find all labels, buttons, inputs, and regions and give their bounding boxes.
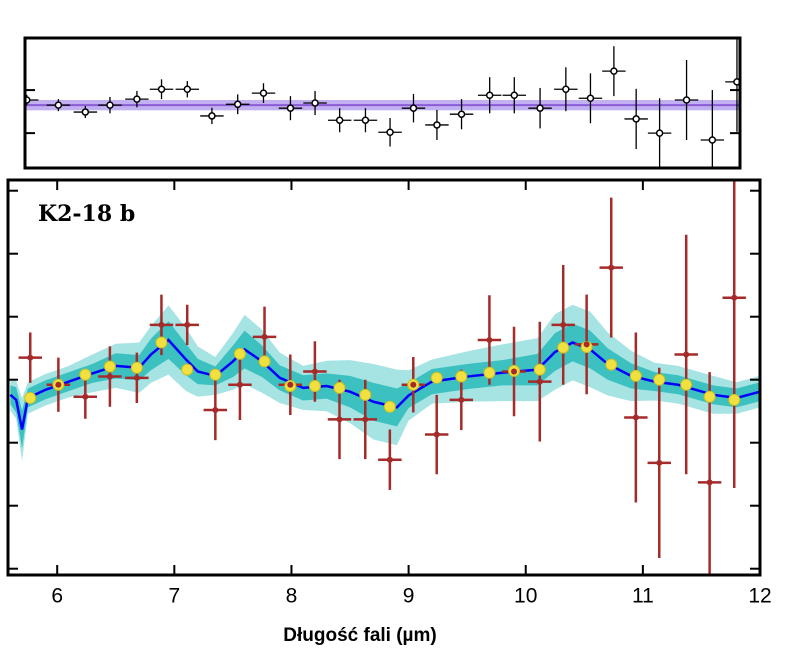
data-point <box>682 96 691 104</box>
binned-model-point <box>728 393 741 406</box>
data-point <box>562 85 570 93</box>
data-point <box>133 374 140 381</box>
data-point <box>287 381 294 388</box>
data-point <box>683 351 690 358</box>
data-point <box>510 91 519 100</box>
x-axis-label: Długość fali (µm) <box>283 625 436 646</box>
binned-model-point <box>533 363 546 376</box>
data-point <box>157 85 166 93</box>
data-point <box>536 378 543 385</box>
data-point <box>586 94 595 103</box>
data-point <box>656 459 663 466</box>
data-point <box>610 67 618 75</box>
data-point <box>106 373 113 380</box>
data-point <box>183 85 192 93</box>
data-point <box>311 99 319 107</box>
data-point <box>362 416 369 423</box>
binned-model-point <box>209 368 222 381</box>
x-tick-label: 6 <box>51 585 63 608</box>
data-point <box>286 104 295 112</box>
residual-panel <box>25 38 740 168</box>
data-point <box>336 416 343 423</box>
data-point <box>106 101 114 109</box>
data-point <box>731 294 738 301</box>
data-point <box>82 393 89 400</box>
data-point <box>409 104 418 112</box>
binned-model-point <box>233 347 246 360</box>
binned-model-point <box>455 370 468 383</box>
data-point <box>133 95 141 103</box>
data-point <box>259 89 268 97</box>
data-point <box>655 129 664 137</box>
data-point <box>632 414 639 421</box>
binned-model-point <box>333 381 346 394</box>
binned-model-point <box>130 361 143 374</box>
binned-model-point <box>258 355 271 368</box>
data-point <box>632 115 640 123</box>
data-point <box>433 121 441 129</box>
binned-model-point <box>680 378 693 391</box>
data-point <box>410 381 417 388</box>
x-tick-label: 10 <box>514 585 537 608</box>
data-point <box>458 396 465 403</box>
binned-model-point <box>383 400 396 413</box>
data-point <box>233 100 242 109</box>
data-point <box>560 321 567 328</box>
data-point <box>433 431 440 438</box>
data-point <box>386 456 393 463</box>
binned-model-point <box>430 371 443 384</box>
binned-model-point <box>557 341 570 354</box>
data-point <box>55 381 62 388</box>
binned-model-point <box>483 366 496 379</box>
data-point <box>583 341 590 348</box>
data-point <box>158 321 165 328</box>
data-point <box>361 116 370 124</box>
x-tick-label: 12 <box>748 585 771 608</box>
data-point <box>457 110 466 118</box>
data-point <box>706 479 713 486</box>
data-point <box>708 136 717 144</box>
data-point <box>184 321 191 328</box>
data-point <box>54 101 63 109</box>
x-tick-label: 8 <box>286 585 298 608</box>
data-point <box>335 116 344 124</box>
binned-model-point <box>605 358 618 371</box>
binned-model-point <box>308 380 321 393</box>
uncertainty-band <box>10 321 760 449</box>
data-point <box>212 406 219 413</box>
x-tick-label: 9 <box>403 585 415 608</box>
data-point <box>261 333 268 340</box>
binned-model-point <box>629 369 642 382</box>
data-point <box>536 104 544 112</box>
data-point <box>608 264 615 271</box>
binned-model-point <box>24 391 37 404</box>
panel-frame <box>6 178 762 577</box>
panel-title: K2-18 b <box>38 201 135 227</box>
spectrum-panel <box>9 180 760 575</box>
data-point <box>27 354 34 361</box>
binned-model-point <box>155 336 168 349</box>
data-point <box>208 112 216 120</box>
data-point <box>511 368 518 375</box>
binned-model-point <box>653 373 666 386</box>
data-point <box>311 368 318 375</box>
x-tick-label: 7 <box>168 585 180 608</box>
binned-model-point <box>79 368 92 381</box>
panel-frame <box>23 36 742 170</box>
binned-model-point <box>703 390 716 403</box>
binned-model-point <box>181 363 194 376</box>
data-point <box>485 91 494 100</box>
x-tick-label: 11 <box>632 585 654 608</box>
data-point <box>486 337 493 344</box>
binned-model-point <box>359 388 372 401</box>
data-point <box>81 108 90 116</box>
data-point <box>386 128 394 137</box>
axes: 6 7 8 9 10 11 12 <box>6 36 772 608</box>
binned-model-point <box>103 360 116 373</box>
data-point <box>236 381 243 388</box>
